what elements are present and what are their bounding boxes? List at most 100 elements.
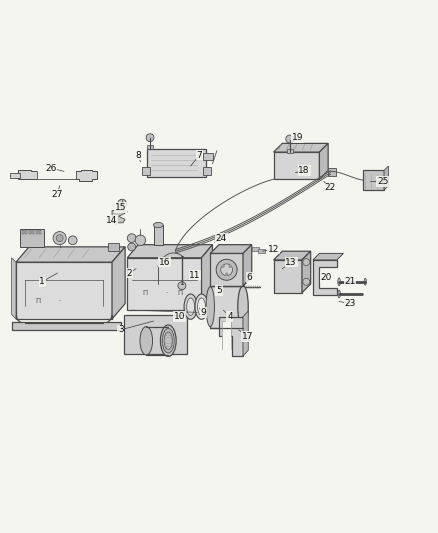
Circle shape — [178, 282, 186, 289]
Text: 6: 6 — [247, 273, 252, 282]
Text: П: П — [177, 290, 182, 296]
Bar — [108, 244, 119, 251]
Circle shape — [53, 231, 66, 245]
Polygon shape — [112, 247, 125, 319]
Bar — [222, 321, 231, 350]
Text: 2: 2 — [127, 269, 132, 278]
Bar — [12, 322, 121, 330]
Text: 5: 5 — [216, 286, 222, 295]
Text: 21: 21 — [344, 277, 356, 286]
Bar — [21, 230, 24, 234]
Circle shape — [127, 234, 136, 243]
Bar — [28, 230, 31, 234]
Circle shape — [228, 264, 232, 268]
Text: 11: 11 — [189, 271, 201, 280]
Text: 15: 15 — [115, 203, 127, 212]
Text: 13: 13 — [285, 257, 297, 266]
Ellipse shape — [162, 328, 174, 353]
Polygon shape — [18, 169, 97, 181]
Ellipse shape — [160, 325, 176, 357]
Polygon shape — [274, 143, 328, 152]
Bar — [210, 286, 243, 328]
Text: 17: 17 — [242, 332, 253, 341]
Text: 9: 9 — [201, 308, 207, 317]
Text: 14: 14 — [106, 216, 118, 225]
Bar — [274, 260, 302, 293]
Ellipse shape — [184, 294, 197, 319]
Bar — [258, 249, 265, 253]
Text: ·: · — [59, 298, 61, 304]
Bar — [328, 168, 336, 176]
Text: 20: 20 — [320, 273, 332, 282]
Circle shape — [303, 278, 310, 285]
Circle shape — [128, 243, 136, 251]
Text: 8: 8 — [135, 151, 141, 160]
Ellipse shape — [187, 298, 194, 316]
Circle shape — [221, 264, 225, 268]
Bar — [203, 167, 211, 175]
Bar — [153, 225, 163, 245]
Bar — [37, 169, 76, 180]
Text: 10: 10 — [174, 312, 185, 321]
Polygon shape — [274, 251, 311, 260]
Bar — [203, 153, 213, 159]
Polygon shape — [112, 211, 125, 223]
Bar — [363, 171, 384, 190]
Ellipse shape — [198, 298, 205, 316]
Bar — [287, 149, 293, 153]
Text: 16: 16 — [159, 257, 170, 266]
Circle shape — [286, 135, 293, 143]
Text: 22: 22 — [325, 183, 336, 192]
Polygon shape — [127, 245, 212, 258]
Polygon shape — [16, 262, 112, 319]
Circle shape — [225, 272, 228, 276]
Circle shape — [56, 235, 63, 241]
Polygon shape — [201, 245, 212, 310]
Bar — [210, 253, 243, 286]
Text: ·: · — [166, 290, 168, 296]
Text: 23: 23 — [344, 299, 356, 308]
Ellipse shape — [195, 294, 208, 319]
Ellipse shape — [140, 327, 152, 355]
Bar — [39, 230, 41, 234]
Polygon shape — [210, 245, 252, 253]
Text: 1: 1 — [39, 277, 45, 286]
Polygon shape — [319, 143, 328, 179]
Bar — [147, 145, 153, 149]
Bar — [142, 167, 150, 175]
Text: 7: 7 — [197, 151, 202, 160]
Bar — [25, 230, 27, 234]
Text: 27: 27 — [52, 190, 63, 199]
Ellipse shape — [153, 222, 163, 228]
Circle shape — [118, 199, 127, 208]
Ellipse shape — [206, 287, 215, 327]
Bar — [32, 230, 34, 234]
Ellipse shape — [364, 278, 366, 285]
Circle shape — [68, 236, 77, 245]
Circle shape — [303, 259, 310, 265]
Polygon shape — [16, 247, 125, 262]
Polygon shape — [313, 253, 343, 260]
Polygon shape — [12, 258, 16, 319]
Polygon shape — [243, 311, 248, 356]
Polygon shape — [127, 258, 201, 310]
Polygon shape — [313, 260, 337, 295]
Ellipse shape — [338, 278, 340, 286]
Ellipse shape — [338, 290, 340, 298]
Circle shape — [146, 134, 154, 142]
Text: 12: 12 — [268, 245, 279, 254]
Polygon shape — [243, 245, 252, 286]
Bar — [274, 152, 319, 179]
Circle shape — [221, 264, 233, 276]
Text: 18: 18 — [298, 166, 310, 175]
Text: П: П — [35, 298, 40, 304]
Circle shape — [135, 235, 146, 246]
Text: 4: 4 — [227, 312, 233, 321]
Text: П: П — [142, 290, 148, 296]
Ellipse shape — [238, 286, 248, 328]
Bar — [252, 247, 259, 251]
Text: 24: 24 — [215, 233, 227, 243]
Bar — [124, 314, 187, 354]
Text: 3: 3 — [118, 325, 124, 334]
Text: 25: 25 — [377, 177, 389, 186]
